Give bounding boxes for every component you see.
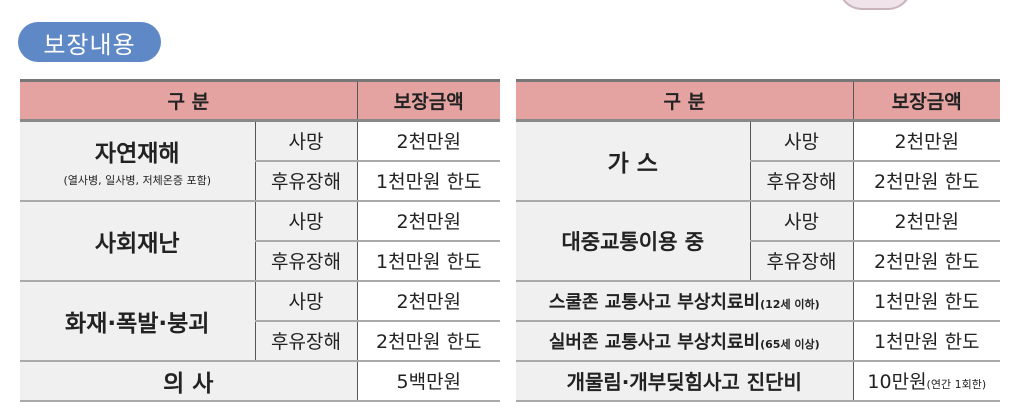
category-note: (열사병, 일사병, 저체온증 포함) [63, 173, 211, 187]
category-note: (65세 이상) [760, 337, 820, 351]
amount: 2천만원 [357, 120, 501, 162]
table-header: 구 분 보장금액 [20, 80, 501, 122]
sub-type: 후유장해 [255, 240, 358, 282]
table-row: 실버존 교통사고 부상치료비(65세 이상) 1천만원 한도 [516, 320, 1001, 362]
table-row: 스쿨존 교통사고 부상치료비(12세 이하) 1천만원 한도 [516, 280, 1001, 322]
category-label: 의 사 [20, 360, 358, 402]
amount: 2천만원 [357, 200, 501, 242]
category-label: 자연재해 (열사병, 일사병, 저체온증 포함) [20, 120, 256, 202]
category-name: 실버존 교통사고 부상치료비 [548, 331, 761, 353]
table-row: 화재·폭발·붕괴 사망 2천만원 [20, 280, 501, 362]
table-header: 구 분 보장금액 [516, 80, 1001, 122]
sub-type: 후유장해 [750, 240, 854, 282]
table-row: 개물림·개부딪힘사고 진단비 10만원(연간 1회한) [516, 360, 1001, 402]
sub-type: 사망 [255, 280, 358, 322]
amount: 2천만원 한도 [853, 160, 1001, 202]
amount: 1천만원 한도 [853, 280, 1001, 322]
amount-value: 10만원 [867, 371, 927, 393]
amount: 2천만원 한도 [357, 320, 501, 362]
category-label: 대중교통이용 중 [516, 200, 751, 282]
sub-type: 후유장해 [750, 160, 854, 202]
table-row: 가 스 사망 2천만원 [516, 120, 1001, 202]
amount: 1천만원 한도 [357, 240, 501, 282]
table-row: 후유장해 1천만원 한도 [20, 160, 501, 202]
section-title-badge: 보장내용 [18, 22, 161, 62]
sub-type: 사망 [255, 200, 358, 242]
coverage-table-left: 구 분 보장금액 자연재해 (열사병, 일사병, 저체온증 포함) 사망 2천만원 후유… [20, 79, 501, 402]
category-note: (12세 이하) [760, 297, 820, 311]
category-label: 실버존 교통사고 부상치료비(65세 이상) [516, 320, 854, 362]
header-amount: 보장금액 [356, 80, 501, 122]
category-name: 스쿨존 교통사고 부상치료비 [548, 291, 761, 313]
category-label: 개물림·개부딪힘사고 진단비 [516, 360, 854, 402]
sub-type: 사망 [750, 200, 854, 242]
category-label: 화재·폭발·붕괴 [20, 280, 256, 362]
amount: 2천만원 [357, 280, 501, 322]
category-label: 가 스 [516, 120, 751, 202]
table-row: 후유장해 1천만원 한도 [20, 240, 501, 282]
table-row: 후유장해 2천만원 한도 [20, 320, 501, 362]
sub-type: 사망 [255, 120, 358, 162]
table-row: 후유장해 2천만원 한도 [516, 240, 1001, 282]
decorative-illustration [838, 0, 912, 10]
table-row: 사회재난 사망 2천만원 [20, 200, 501, 282]
table-row: 후유장해 2천만원 한도 [516, 160, 1001, 202]
header-category: 구 분 [20, 80, 358, 122]
amount-note: (연간 1회한) [926, 378, 987, 391]
sub-type: 후유장해 [255, 160, 358, 202]
amount: 1천만원 한도 [853, 320, 1001, 362]
amount: 10만원(연간 1회한) [853, 360, 1001, 402]
header-category: 구 분 [516, 80, 854, 122]
sub-type: 후유장해 [255, 320, 358, 362]
table-row: 의 사 5백만원 [20, 360, 501, 402]
sub-type: 사망 [750, 120, 854, 162]
coverage-table-right: 구 분 보장금액 가 스 사망 2천만원 후유장해 2천만원 한도 대중교통이용 중 사망… [516, 79, 1001, 402]
category-label: 스쿨존 교통사고 부상치료비(12세 이하) [516, 280, 854, 322]
amount: 5백만원 [357, 360, 501, 402]
category-name: 자연재해 [94, 140, 180, 167]
amount: 2천만원 한도 [853, 240, 1001, 282]
table-row: 대중교통이용 중 사망 2천만원 [516, 200, 1001, 282]
header-amount: 보장금액 [852, 80, 1001, 122]
table-row: 자연재해 (열사병, 일사병, 저체온증 포함) 사망 2천만원 [20, 120, 501, 202]
amount: 2천만원 [853, 120, 1001, 162]
amount: 1천만원 한도 [357, 160, 501, 202]
category-label: 사회재난 [20, 200, 256, 282]
amount: 2천만원 [853, 200, 1001, 242]
